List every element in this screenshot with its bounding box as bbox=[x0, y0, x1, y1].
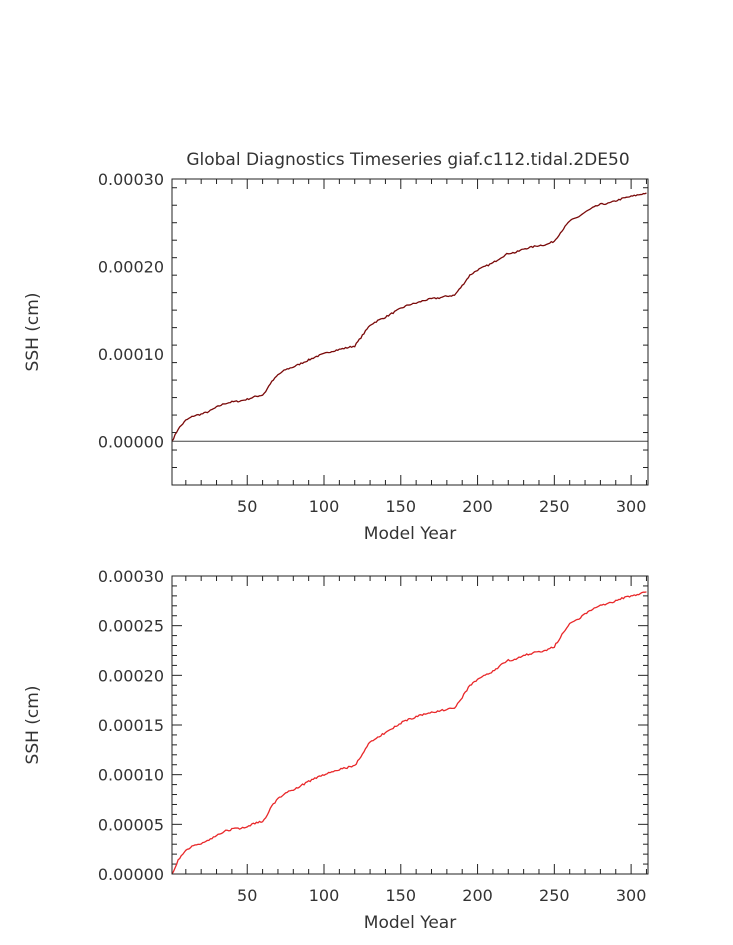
x-tick-label: 200 bbox=[462, 886, 493, 905]
chart-title: Global Diagnostics Timeseries giaf.c112.… bbox=[186, 150, 629, 170]
y-tick-label: 0.00010 bbox=[98, 345, 164, 364]
y-tick-label: 0.00030 bbox=[98, 170, 164, 189]
y-tick-label: 0.00030 bbox=[98, 567, 164, 586]
series-line bbox=[171, 591, 647, 875]
x-axis-label: Model Year bbox=[364, 524, 456, 544]
x-tick-label: 250 bbox=[539, 886, 570, 905]
chart-top-tick-labels: 50 100 150 200 250 300 0.00000 0.00010 0.00020 0.… bbox=[98, 170, 647, 516]
y-tick-label: 0.00015 bbox=[98, 716, 164, 735]
x-tick-label: 200 bbox=[462, 497, 493, 516]
plot-frame bbox=[171, 178, 649, 486]
y-tick-label: 0.00010 bbox=[98, 766, 164, 785]
x-tick-label: 50 bbox=[237, 497, 257, 516]
x-tick-label: 100 bbox=[309, 886, 340, 905]
chart-bottom-ticks bbox=[172, 575, 648, 875]
y-axis-label: SSH (cm) bbox=[23, 293, 43, 372]
chart-bottom: 50 100 150 200 250 300 0.00000 0.00005 0.00010 0.… bbox=[23, 567, 649, 933]
series-line bbox=[171, 192, 647, 442]
y-tick-label: 0.00000 bbox=[98, 432, 164, 451]
chart-top-ticks bbox=[172, 179, 648, 486]
chart-top: Global Diagnostics Timeseries giaf.c112.… bbox=[23, 150, 649, 544]
x-tick-label: 250 bbox=[539, 497, 570, 516]
y-axis-label: SSH (cm) bbox=[23, 686, 43, 765]
x-tick-label: 300 bbox=[616, 886, 647, 905]
x-axis-label: Model Year bbox=[364, 913, 456, 933]
x-tick-label: 100 bbox=[309, 497, 340, 516]
chart-bottom-tick-labels: 50 100 150 200 250 300 0.00000 0.00005 0.00010 0.… bbox=[98, 567, 647, 905]
x-tick-label: 300 bbox=[616, 497, 647, 516]
y-tick-label: 0.00020 bbox=[98, 666, 164, 685]
plot-frame bbox=[171, 575, 649, 875]
y-tick-label: 0.00000 bbox=[98, 865, 164, 884]
y-tick-label: 0.00025 bbox=[98, 617, 164, 636]
x-tick-label: 50 bbox=[237, 886, 257, 905]
x-tick-label: 150 bbox=[386, 886, 417, 905]
x-tick-label: 150 bbox=[386, 497, 417, 516]
y-tick-label: 0.00020 bbox=[98, 257, 164, 276]
y-tick-label: 0.00005 bbox=[98, 815, 164, 834]
